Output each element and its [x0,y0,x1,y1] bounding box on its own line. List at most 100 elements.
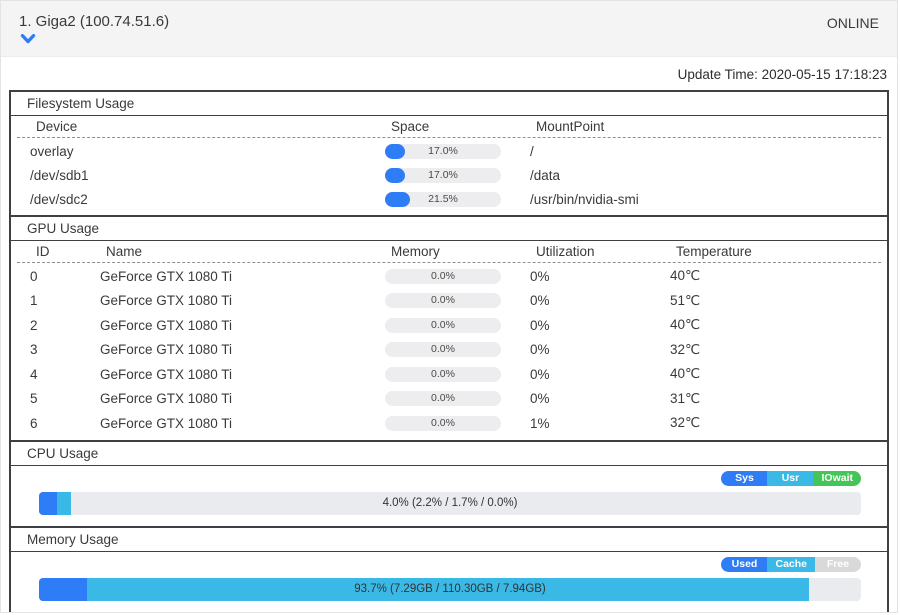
memory-segment-cache [86,577,810,601]
column-header: Name [106,244,143,259]
cpu-section: CPU Usage Sys Usr IOwait 4.0% (2.2% / 1.7%… [9,439,889,528]
space-cell: 21.5% [385,191,530,207]
device-name: /dev/sdb1 [30,167,89,183]
gpu-row: 5 GeForce GTX 1080 Ti 0.0% 0% 31℃ [11,387,887,412]
memory-section-title: Memory Usage [11,528,887,552]
column-header: Temperature [676,244,752,259]
chevron-down-icon[interactable] [20,34,36,44]
gpu-header-row: ID Name Memory Utilization Temperature [17,241,881,263]
gpu-temperature: 40℃ [670,268,701,284]
gpu-name: GeForce GTX 1080 Ti [100,342,233,358]
gpu-name: GeForce GTX 1080 Ti [100,366,233,382]
host-title: 1. Giga2 (100.74.51.6) [19,13,170,30]
memory-segment-used [39,577,87,601]
gpu-section-title: GPU Usage [11,217,887,241]
host-header[interactable]: 1. Giga2 (100.74.51.6) ONLINE [1,1,897,57]
gpu-name: GeForce GTX 1080 Ti [100,268,233,284]
mount-point: /usr/bin/nvidia-smi [530,191,639,207]
space-usage-bar: 21.5% [385,191,501,207]
cpu-legend: Sys Usr IOwait [11,470,861,486]
space-usage-bar-label: 17.0% [428,168,458,181]
filesystem-row: /dev/sdb1 17.0% /data [11,163,887,187]
gpu-row: 6 GeForce GTX 1080 Ti 0.0% 1% 32℃ [11,411,887,436]
gpu-utilization: 0% [530,293,550,309]
memory-usage-bar: 93.7% (7.29GB / 110.30GB / 7.94GB) [39,577,861,601]
gpu-utilization: 0% [530,317,550,333]
legend-usr: Usr [767,470,814,486]
gpu-memory-cell: 0.0% [385,415,530,431]
gpu-memory-bar: 0.0% [385,293,501,309]
content-area: Update Time: 2020-05-15 17:18:23 Filesys… [1,57,897,612]
gpu-temperature: 40℃ [670,366,701,382]
gpu-id: 0 [30,268,38,284]
mount-point: / [530,143,534,159]
memory-bar-label: 93.7% (7.29GB / 110.30GB / 7.94GB) [354,582,546,595]
gpu-memory-bar-label: 0.0% [431,392,455,405]
space-usage-bar-fill [385,143,405,159]
gpu-row: 0 GeForce GTX 1080 Ti 0.0% 0% 40℃ [11,264,887,289]
gpu-memory-bar-label: 0.0% [431,269,455,282]
legend-sys: Sys [721,470,768,486]
gpu-memory-bar-label: 0.0% [431,416,455,429]
gpu-row: 1 GeForce GTX 1080 Ti 0.0% 0% 51℃ [11,289,887,314]
legend-free: Free [815,556,861,572]
legend-iowait: IOwait [813,470,861,486]
update-time: Update Time: 2020-05-15 17:18:23 [677,67,887,82]
column-header: Memory [391,244,440,259]
gpu-id: 2 [30,317,38,333]
gpu-memory-bar-label: 0.0% [431,343,455,356]
filesystem-row: /dev/sdc2 21.5% /usr/bin/nvidia-smi [11,187,887,211]
legend-used: Used [721,556,768,572]
memory-legend-group: Used Cache Free [721,556,861,572]
gpu-section: GPU Usage ID Name Memory Utilization Tempera… [9,215,889,442]
memory-legend: Used Cache Free [11,556,861,572]
gpu-memory-bar: 0.0% [385,317,501,333]
device-name: /dev/sdc2 [30,191,88,207]
gpu-row: 2 GeForce GTX 1080 Ti 0.0% 0% 40℃ [11,313,887,338]
space-usage-bar: 17.0% [385,167,501,183]
gpu-id: 4 [30,366,38,382]
gpu-temperature: 32℃ [670,415,701,431]
space-usage-bar-fill [385,167,405,183]
gpu-temperature: 40℃ [670,317,701,333]
gpu-row: 3 GeForce GTX 1080 Ti 0.0% 0% 32℃ [11,338,887,363]
cpu-bar-label: 4.0% (2.2% / 1.7% / 0.0%) [382,496,518,509]
gpu-memory-cell: 0.0% [385,268,530,284]
filesystem-table-body: overlay 17.0% / /dev/sdb1 17.0% /data /d… [11,138,887,215]
gpu-name: GeForce GTX 1080 Ti [100,391,233,407]
cpu-section-title: CPU Usage [11,442,887,466]
gpu-temperature: 51℃ [670,292,701,308]
host-info: 1. Giga2 (100.74.51.6) [19,1,169,56]
gpu-row: 4 GeForce GTX 1080 Ti 0.0% 0% 40℃ [11,362,887,387]
space-usage-bar-fill [385,191,410,207]
gpu-name: GeForce GTX 1080 Ti [100,293,233,309]
gpu-utilization: 0% [530,391,550,407]
gpu-memory-bar: 0.0% [385,268,501,284]
gpu-memory-bar-label: 0.0% [431,318,455,331]
cpu-segment-usr [57,491,72,515]
cpu-legend-group: Sys Usr IOwait [721,470,861,486]
gpu-utilization: 0% [530,366,550,382]
filesystem-section: Filesystem Usage Device Space MountPoint o… [9,90,889,217]
space-cell: 17.0% [385,143,530,159]
gpu-memory-cell: 0.0% [385,366,530,382]
gpu-memory-cell: 0.0% [385,391,530,407]
legend-cache: Cache [767,556,815,572]
gpu-memory-bar: 0.0% [385,342,501,358]
gpu-memory-bar: 0.0% [385,366,501,382]
gpu-temperature: 31℃ [670,390,701,406]
gpu-name: GeForce GTX 1080 Ti [100,415,233,431]
gpu-memory-bar-label: 0.0% [431,294,455,307]
gpu-memory-bar: 0.0% [385,391,501,407]
filesystem-row: overlay 17.0% / [11,139,887,163]
column-header: MountPoint [536,119,605,134]
filesystem-section-title: Filesystem Usage [11,92,887,116]
filesystem-header-row: Device Space MountPoint [17,116,881,138]
gpu-id: 3 [30,342,38,358]
gpu-memory-cell: 0.0% [385,317,530,333]
column-header: Utilization [536,244,595,259]
gpu-id: 6 [30,415,38,431]
device-name: overlay [30,143,74,159]
gpu-utilization: 0% [530,268,550,284]
